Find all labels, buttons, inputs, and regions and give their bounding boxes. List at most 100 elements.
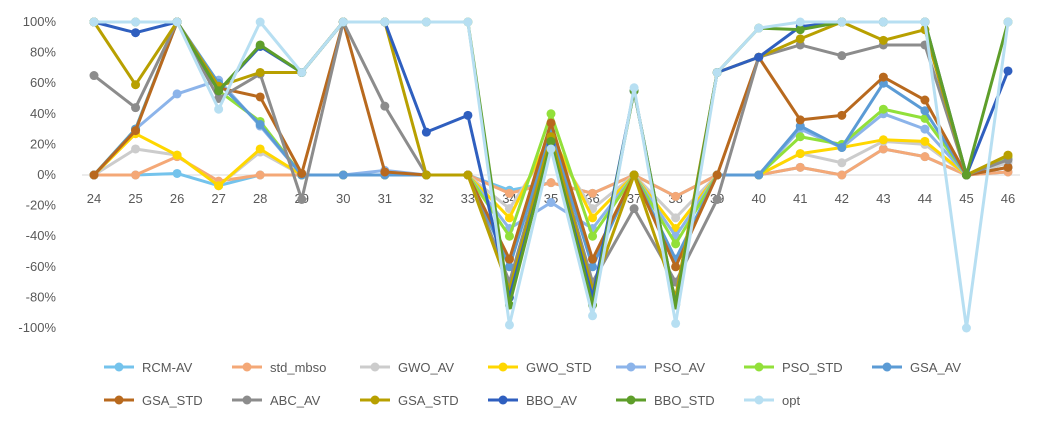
data-point bbox=[837, 110, 847, 120]
legend-marker bbox=[754, 362, 764, 372]
y-tick-label: -100% bbox=[18, 320, 56, 335]
data-point bbox=[504, 231, 514, 241]
data-point bbox=[214, 104, 224, 114]
data-point bbox=[837, 51, 847, 61]
data-point bbox=[421, 170, 431, 180]
x-tick-label: 44 bbox=[918, 191, 932, 206]
series-group bbox=[89, 75, 1013, 241]
data-point bbox=[795, 149, 805, 159]
data-point bbox=[712, 194, 722, 204]
legend-label: GWO_STD bbox=[526, 360, 592, 375]
legend-label: RCM-AV bbox=[142, 360, 193, 375]
legend-item[interactable]: GSA_AV bbox=[872, 360, 961, 375]
data-point bbox=[878, 72, 888, 82]
x-tick-label: 28 bbox=[253, 191, 267, 206]
series-group bbox=[89, 17, 1013, 302]
legend-label: opt bbox=[782, 393, 800, 408]
data-point bbox=[546, 118, 556, 128]
legend-item[interactable]: std_mbso bbox=[232, 360, 326, 375]
legend-item[interactable]: opt bbox=[744, 393, 800, 408]
legend[interactable]: RCM-AV std_mbso GWO_AV GWO_STD PSO_AV PSO_STD… bbox=[104, 360, 961, 408]
data-point bbox=[89, 17, 99, 27]
data-point bbox=[837, 17, 847, 27]
data-point bbox=[504, 188, 514, 198]
legend-marker bbox=[114, 362, 124, 372]
data-point bbox=[920, 152, 930, 162]
y-tick-label: 100% bbox=[23, 14, 57, 29]
legend-item[interactable]: GWO_AV bbox=[360, 360, 454, 375]
x-tick-label: 32 bbox=[419, 191, 433, 206]
data-point bbox=[338, 17, 348, 27]
data-point bbox=[255, 67, 265, 77]
y-tick-label: 60% bbox=[30, 75, 56, 90]
legend-item[interactable]: RCM-AV bbox=[104, 360, 193, 375]
data-point bbox=[920, 124, 930, 134]
data-point bbox=[255, 40, 265, 50]
data-point bbox=[878, 17, 888, 27]
data-point bbox=[588, 311, 598, 321]
y-tick-label: 20% bbox=[30, 136, 56, 151]
series-group bbox=[89, 17, 1013, 333]
data-point bbox=[1003, 66, 1013, 76]
data-point bbox=[920, 17, 930, 27]
legend-item[interactable]: GSA_STD bbox=[104, 393, 203, 408]
data-point bbox=[1003, 150, 1013, 160]
data-point bbox=[588, 254, 598, 264]
x-tick-label: 26 bbox=[170, 191, 184, 206]
data-point bbox=[172, 17, 182, 27]
y-tick-label: -60% bbox=[26, 259, 57, 274]
data-point bbox=[463, 170, 473, 180]
legend-item[interactable]: PSO_STD bbox=[744, 360, 843, 375]
data-point bbox=[837, 142, 847, 152]
data-point bbox=[338, 170, 348, 180]
legend-label: std_mbso bbox=[270, 360, 326, 375]
legend-marker bbox=[498, 395, 508, 405]
x-tick-label: 25 bbox=[128, 191, 142, 206]
y-tick-label: -20% bbox=[26, 198, 57, 213]
series-layer bbox=[89, 17, 1013, 333]
legend-item[interactable]: GSA_STD bbox=[360, 393, 459, 408]
data-point bbox=[463, 110, 473, 120]
data-point bbox=[131, 17, 141, 27]
data-point bbox=[629, 204, 639, 214]
x-tick-label: 37 bbox=[627, 191, 641, 206]
legend-item[interactable]: ABC_AV bbox=[232, 393, 321, 408]
legend-item[interactable]: BBO_STD bbox=[616, 393, 715, 408]
data-point bbox=[754, 170, 764, 180]
data-point bbox=[712, 170, 722, 180]
data-point bbox=[754, 52, 764, 62]
legend-item[interactable]: BBO_AV bbox=[488, 393, 577, 408]
data-point bbox=[795, 25, 805, 35]
y-tick-label: -80% bbox=[26, 289, 57, 304]
x-tick-label: 30 bbox=[336, 191, 350, 206]
legend-label: GSA_AV bbox=[910, 360, 961, 375]
data-point bbox=[961, 323, 971, 333]
data-point bbox=[89, 71, 99, 81]
legend-marker bbox=[626, 362, 636, 372]
data-point bbox=[546, 198, 556, 208]
data-point bbox=[131, 144, 141, 154]
data-point bbox=[131, 170, 141, 180]
data-point bbox=[255, 120, 265, 130]
legend-label: PSO_STD bbox=[782, 360, 843, 375]
data-point bbox=[671, 239, 681, 249]
data-point bbox=[920, 106, 930, 116]
data-point bbox=[629, 83, 639, 93]
data-point bbox=[754, 23, 764, 33]
legend-item[interactable]: GWO_STD bbox=[488, 360, 592, 375]
data-point bbox=[546, 144, 556, 154]
legend-item[interactable]: PSO_AV bbox=[616, 360, 705, 375]
data-point bbox=[878, 104, 888, 114]
data-point bbox=[878, 135, 888, 145]
y-tick-label: -40% bbox=[26, 228, 57, 243]
legend-label: GSA_STD bbox=[142, 393, 203, 408]
series-line bbox=[92, 20, 1010, 307]
data-point bbox=[214, 94, 224, 103]
data-point bbox=[920, 136, 930, 146]
data-point bbox=[795, 162, 805, 172]
x-tick-label: 27 bbox=[211, 191, 225, 206]
x-tick-label: 41 bbox=[793, 191, 807, 206]
data-point bbox=[255, 170, 265, 180]
